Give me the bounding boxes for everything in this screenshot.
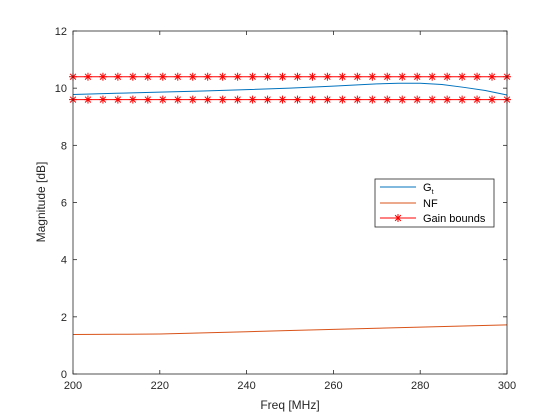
legend: Gt NF Gain bounds bbox=[374, 178, 495, 228]
y-tick-label: 6 bbox=[61, 198, 67, 210]
y-tick-label: 0 bbox=[61, 369, 67, 381]
gain-bound-upper-marker bbox=[398, 72, 407, 81]
gain-bound-upper-marker bbox=[413, 72, 422, 81]
y-tick-label: 10 bbox=[55, 83, 67, 95]
x-tick-label: 200 bbox=[64, 380, 82, 392]
gain-bound-lower-marker bbox=[488, 95, 497, 104]
gain-bound-lower-marker bbox=[83, 95, 92, 104]
gain-bound-upper-marker bbox=[143, 72, 152, 81]
y-tick-label: 12 bbox=[55, 26, 67, 38]
y-axis-label: Magnitude [dB] bbox=[34, 162, 48, 243]
legend-asterisk-marker bbox=[394, 214, 402, 222]
gain-bound-lower-marker bbox=[443, 95, 452, 104]
gain-bound-upper-marker bbox=[248, 72, 257, 81]
legend-label-gain-bounds: Gain bounds bbox=[423, 213, 486, 225]
gain-bound-upper-marker bbox=[368, 72, 377, 81]
y-tick-label: 8 bbox=[61, 140, 67, 152]
gain-bound-lower-marker bbox=[413, 95, 422, 104]
gain-bound-lower-marker bbox=[353, 95, 362, 104]
legend-label-gt: Gt bbox=[423, 182, 434, 196]
gain-bound-upper-marker bbox=[233, 72, 242, 81]
gain-bound-lower-marker bbox=[323, 95, 332, 104]
x-tick-label: 300 bbox=[498, 380, 516, 392]
ticks-layer: 200 220 240 260 280 300 0 2 4 6 8 10 12 bbox=[55, 26, 516, 392]
y-tick-label: 4 bbox=[61, 255, 67, 267]
gain-bound-lower-marker bbox=[278, 95, 287, 104]
gain-bound-upper-marker bbox=[488, 72, 497, 81]
gain-bound-upper-marker bbox=[158, 72, 167, 81]
gain-bound-lower-marker bbox=[158, 95, 167, 104]
gain-bound-lower-marker bbox=[263, 95, 272, 104]
x-axis-label: Freq [MHz] bbox=[260, 398, 319, 412]
legend-label-nf: NF bbox=[423, 198, 438, 210]
gain-bound-upper-marker bbox=[428, 72, 437, 81]
legend-asterisk-icon bbox=[394, 214, 402, 222]
gain-bound-lower-marker bbox=[188, 95, 197, 104]
gain-bound-lower-marker bbox=[128, 95, 137, 104]
x-tick-label: 220 bbox=[151, 380, 169, 392]
gain-bound-upper-marker bbox=[98, 72, 107, 81]
gain-bound-upper-marker bbox=[113, 72, 122, 81]
gain-bound-lower-marker bbox=[383, 95, 392, 104]
gain-bound-upper-marker bbox=[293, 72, 302, 81]
gain-bound-upper-marker bbox=[263, 72, 272, 81]
gain-bound-lower-marker bbox=[428, 95, 437, 104]
gain-bound-upper-marker bbox=[128, 72, 137, 81]
series-line-nf bbox=[72, 324, 508, 336]
legend-entry-gain-bounds: Gain bounds bbox=[380, 213, 486, 225]
gain-bound-upper-marker bbox=[353, 72, 362, 81]
gain-bound-lower-marker bbox=[293, 95, 302, 104]
gain-bound-upper-marker bbox=[458, 72, 467, 81]
gain-bound-upper-marker bbox=[473, 72, 482, 81]
gain-bound-lower-marker bbox=[113, 95, 122, 104]
gain-bound-lower-marker bbox=[473, 95, 482, 104]
gain-bound-lower-marker bbox=[248, 95, 257, 104]
gain-bound-lower-marker bbox=[338, 95, 347, 104]
legend-entry-nf: NF bbox=[380, 198, 438, 210]
gain-bound-upper-marker bbox=[383, 72, 392, 81]
gain-bound-upper-marker bbox=[188, 72, 197, 81]
series-line-gt bbox=[72, 82, 508, 96]
gain-bound-upper-marker bbox=[443, 72, 452, 81]
gain-bound-upper-marker bbox=[278, 72, 287, 81]
gain-bound-lower-marker bbox=[173, 95, 182, 104]
gain-bound-upper-marker bbox=[323, 72, 332, 81]
gain-bound-upper-marker bbox=[338, 72, 347, 81]
gain-bound-lower-marker bbox=[143, 95, 152, 104]
gain-bound-upper-marker bbox=[218, 72, 227, 81]
gain-bound-lower-marker bbox=[98, 95, 107, 104]
legend-entry-gt: Gt bbox=[380, 182, 434, 196]
gain-bound-lower-marker bbox=[308, 95, 317, 104]
gain-bound-lower-marker bbox=[218, 95, 227, 104]
gain-bound-upper-marker bbox=[308, 72, 317, 81]
gain-bound-upper-marker bbox=[83, 72, 92, 81]
gain-bound-upper-marker bbox=[203, 72, 212, 81]
gain-bound-lower-marker bbox=[233, 95, 242, 104]
gain-bound-upper-marker bbox=[173, 72, 182, 81]
gain-bound-lower-marker bbox=[398, 95, 407, 104]
x-tick-label: 240 bbox=[237, 380, 255, 392]
x-tick-label: 280 bbox=[411, 380, 429, 392]
gain-bound-lower-marker bbox=[368, 95, 377, 104]
axes-box bbox=[72, 30, 508, 375]
gain-bound-lower-marker bbox=[203, 95, 212, 104]
y-tick-label: 2 bbox=[61, 312, 67, 324]
x-tick-label: 260 bbox=[324, 380, 342, 392]
gain-bound-lower-marker bbox=[458, 95, 467, 104]
